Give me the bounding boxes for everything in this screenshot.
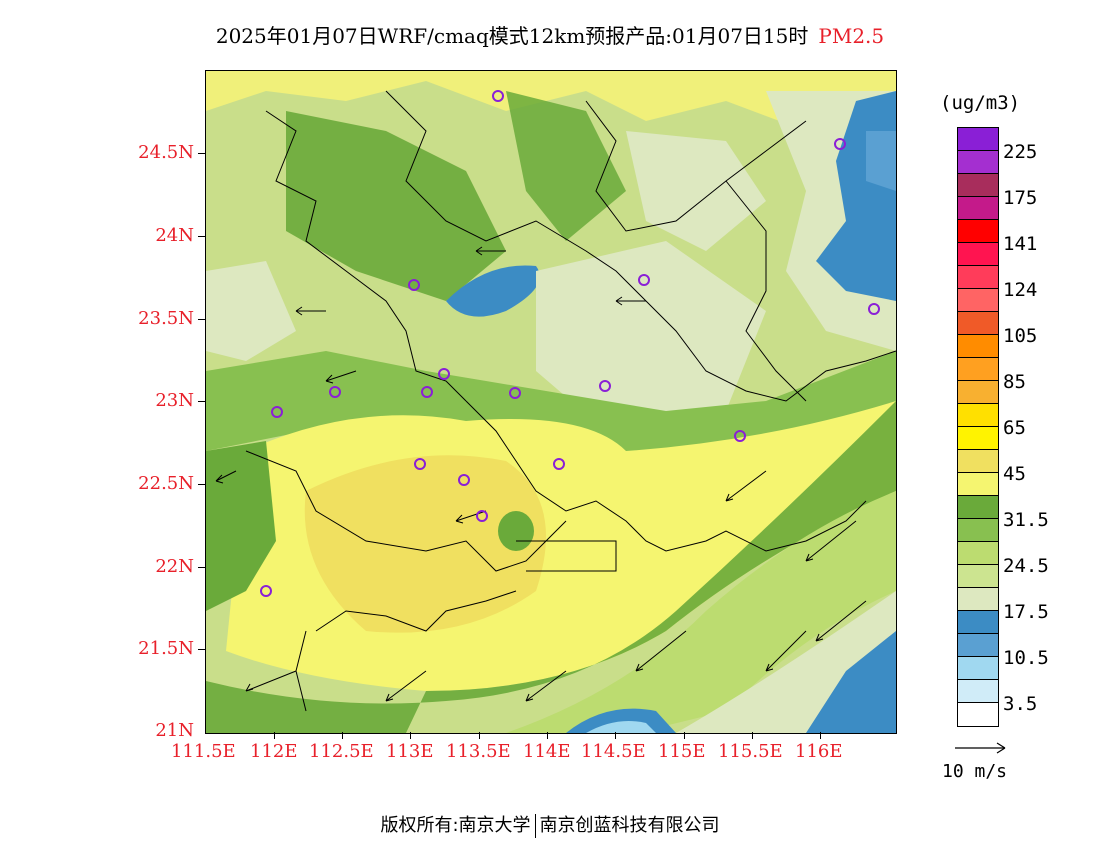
legend-label: 124 bbox=[1003, 279, 1038, 301]
lon-label-112: 112E bbox=[250, 741, 298, 762]
wind-reference-label: 10 m/s bbox=[942, 761, 1008, 782]
copyright-left: 版权所有:南京大学 bbox=[380, 815, 531, 836]
legend-swatch bbox=[958, 450, 998, 473]
legend-label: 175 bbox=[1003, 187, 1038, 209]
lat-label-24-5: 24.5N bbox=[138, 142, 194, 163]
pm25-concentration-map[interactable] bbox=[205, 70, 897, 734]
legend-label: 24.5 bbox=[1003, 555, 1049, 577]
lon-tick bbox=[342, 732, 343, 739]
lon-label-113: 113E bbox=[386, 741, 434, 762]
legend-swatch bbox=[958, 680, 998, 703]
lat-tick bbox=[198, 401, 205, 402]
legend-label: 31.5 bbox=[1003, 509, 1049, 531]
lon-label-115: 115E bbox=[658, 741, 706, 762]
legend-swatch bbox=[958, 266, 998, 289]
legend-label: 225 bbox=[1003, 141, 1038, 163]
map-canvas bbox=[206, 71, 896, 733]
lon-label-116: 116E bbox=[795, 741, 843, 762]
lon-tick bbox=[752, 732, 753, 739]
lat-tick bbox=[198, 319, 205, 320]
lat-label-23-5: 23.5N bbox=[138, 308, 194, 329]
footer-divider bbox=[534, 814, 536, 838]
lon-label-111-5: 111.5E bbox=[171, 741, 236, 762]
legend-swatch bbox=[958, 634, 998, 657]
lon-tick bbox=[274, 732, 275, 739]
lon-tick bbox=[684, 732, 685, 739]
legend-swatch bbox=[958, 588, 998, 611]
lat-tick bbox=[198, 484, 205, 485]
lat-label-22: 22N bbox=[155, 556, 194, 577]
legend-swatch bbox=[958, 611, 998, 634]
legend-label: 17.5 bbox=[1003, 601, 1049, 623]
color-legend bbox=[957, 127, 999, 727]
lon-label-114-5: 114.5E bbox=[581, 741, 646, 762]
title-main: 2025年01月07日WRF/cmaq模式12km预报产品:01月07日15时 bbox=[215, 24, 809, 48]
legend-unit: (ug/m3) bbox=[940, 92, 1021, 114]
lon-tick bbox=[547, 732, 548, 739]
legend-swatch bbox=[958, 289, 998, 312]
title-pollutant: PM2.5 bbox=[818, 24, 885, 48]
lon-label-113-5: 113.5E bbox=[446, 741, 511, 762]
legend-label: 105 bbox=[1003, 325, 1038, 347]
legend-label: 3.5 bbox=[1003, 693, 1038, 715]
lon-tick bbox=[479, 732, 480, 739]
legend-swatch bbox=[958, 427, 998, 450]
copyright-right: 南京创蓝科技有限公司 bbox=[539, 815, 720, 836]
legend-swatch bbox=[958, 496, 998, 519]
legend-swatch bbox=[958, 381, 998, 404]
legend-swatch bbox=[958, 197, 998, 220]
legend-swatch bbox=[958, 220, 998, 243]
lon-label-115-5: 115.5E bbox=[718, 741, 783, 762]
legend-swatch bbox=[958, 174, 998, 197]
lon-label-114: 114E bbox=[523, 741, 571, 762]
legend-swatch bbox=[958, 657, 998, 680]
lat-label-21-5: 21.5N bbox=[138, 638, 194, 659]
chart-title: 2025年01月07日WRF/cmaq模式12km预报产品:01月07日15时 P… bbox=[0, 20, 1100, 49]
lat-tick bbox=[198, 567, 205, 568]
lat-label-22-5: 22.5N bbox=[138, 473, 194, 494]
lat-label-23: 23N bbox=[155, 390, 194, 411]
legend-swatch bbox=[958, 565, 998, 588]
lat-label-21: 21N bbox=[155, 720, 194, 741]
legend-swatch bbox=[958, 151, 998, 174]
legend-label: 65 bbox=[1003, 417, 1026, 439]
lat-tick bbox=[198, 153, 205, 154]
legend-swatch bbox=[958, 473, 998, 496]
legend-swatch bbox=[958, 335, 998, 358]
legend-label: 45 bbox=[1003, 463, 1026, 485]
wind-reference-arrow-icon bbox=[955, 742, 1006, 754]
lon-tick bbox=[615, 732, 616, 739]
lon-tick bbox=[410, 732, 411, 739]
legend-swatch bbox=[958, 243, 998, 266]
legend-swatch bbox=[958, 519, 998, 542]
legend-swatch bbox=[958, 312, 998, 335]
legend-swatch bbox=[958, 404, 998, 427]
legend-swatch bbox=[958, 703, 998, 726]
legend-label: 85 bbox=[1003, 371, 1026, 393]
legend-label: 141 bbox=[1003, 233, 1038, 255]
legend-label: 10.5 bbox=[1003, 647, 1049, 669]
lon-tick bbox=[820, 732, 821, 739]
legend-swatch bbox=[958, 358, 998, 381]
lat-tick bbox=[198, 649, 205, 650]
legend-swatch bbox=[958, 128, 998, 151]
lon-label-112-5: 112.5E bbox=[309, 741, 374, 762]
lat-label-24: 24N bbox=[155, 225, 194, 246]
legend-swatch bbox=[958, 542, 998, 565]
copyright-footer: 版权所有:南京大学 南京创蓝科技有限公司 bbox=[0, 811, 1100, 838]
lat-tick bbox=[198, 236, 205, 237]
